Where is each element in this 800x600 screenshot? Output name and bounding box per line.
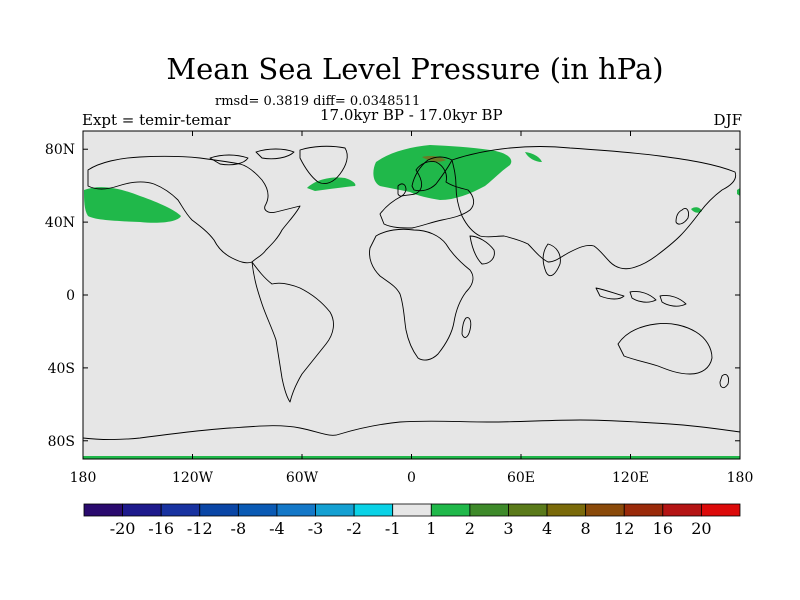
colorbar-label: 1 bbox=[426, 519, 436, 538]
coastline-indonesia bbox=[595, 287, 687, 307]
coastline-asia bbox=[451, 146, 737, 270]
lon-tick-label: 0 bbox=[407, 470, 416, 486]
colorbar-swatch bbox=[237, 503, 278, 517]
coastline-south-america bbox=[251, 261, 334, 403]
colorbar-label: 3 bbox=[503, 519, 513, 538]
colorbar-swatch bbox=[160, 503, 201, 517]
colorbar-swatch bbox=[315, 503, 355, 517]
anomaly-layer bbox=[83, 145, 740, 459]
lon-tick-label: 60E bbox=[507, 470, 535, 486]
lon-tick-label: 60W bbox=[286, 470, 319, 486]
colorbar-swatch bbox=[122, 503, 162, 517]
anomaly-north-atlantic-europe bbox=[307, 145, 542, 200]
season-label: DJF bbox=[713, 111, 742, 129]
lat-tick-label: 80N bbox=[45, 142, 75, 158]
coastline-greenland bbox=[299, 145, 348, 185]
colorbar-swatch bbox=[662, 503, 702, 517]
colorbar-label: 4 bbox=[542, 519, 552, 538]
lon-tick-label: 120E bbox=[612, 470, 649, 486]
lat-tick-label: 80S bbox=[48, 434, 75, 450]
coastline-australia bbox=[617, 323, 713, 375]
colorbar-label: -2 bbox=[346, 519, 362, 538]
colorbar-label: -1 bbox=[385, 519, 401, 538]
lon-tick-label: 120W bbox=[172, 470, 214, 486]
colorbar-swatch bbox=[701, 503, 741, 517]
colorbar-swatch bbox=[353, 503, 394, 517]
lon-tick-label: 180 bbox=[727, 470, 754, 486]
colorbar-label: -3 bbox=[308, 519, 324, 538]
colorbar: -20 -16 -12 -8 -4 -3 -2 -1 1 2 3 4 8 12 16 20 bbox=[83, 503, 741, 538]
coastline-japan bbox=[675, 207, 689, 225]
colorbar-label: 2 bbox=[465, 519, 475, 538]
colorbar-label: -4 bbox=[269, 519, 285, 538]
coastline-africa bbox=[369, 228, 474, 361]
coastline-europe bbox=[379, 161, 475, 229]
coastline-canadian-islands bbox=[209, 148, 295, 166]
coastline-arabia bbox=[469, 235, 495, 265]
colorbar-label: 16 bbox=[653, 519, 673, 538]
coastline-antarctica bbox=[82, 419, 741, 440]
colorbar-swatch bbox=[585, 503, 625, 517]
colorbar-label: 20 bbox=[691, 519, 711, 538]
colorbar-swatch bbox=[469, 503, 509, 517]
lat-tick-label: 40N bbox=[45, 215, 75, 231]
coastline-india bbox=[542, 243, 561, 277]
lon-tick-label: 180 bbox=[70, 470, 97, 486]
colorbar-swatch bbox=[430, 503, 471, 517]
coastline-madagascar bbox=[461, 317, 472, 338]
lat-tick-label: 0 bbox=[66, 288, 75, 304]
coastlines bbox=[82, 145, 741, 440]
colorbar-swatch bbox=[508, 503, 548, 517]
experiment-label: Expt = temir-temar bbox=[82, 111, 231, 129]
colorbar-swatch bbox=[276, 503, 316, 517]
anomaly-east-asia-spot bbox=[691, 188, 740, 213]
colorbar-label: -16 bbox=[148, 519, 174, 538]
latitude-axis: 80N 40N 0 40S 80S bbox=[45, 142, 740, 450]
colorbar-label: -8 bbox=[231, 519, 247, 538]
colorbar-label: 8 bbox=[581, 519, 591, 538]
lat-tick-label: 40S bbox=[48, 361, 75, 377]
colorbar-label: -20 bbox=[110, 519, 136, 538]
colorbar-swatch bbox=[392, 503, 432, 517]
colorbar-swatch bbox=[623, 503, 664, 517]
colorbar-swatch bbox=[199, 503, 239, 517]
coastline-new-zealand bbox=[719, 373, 729, 389]
rmsd-diff-stats: rmsd= 0.3819 diff= 0.0348511 bbox=[215, 94, 421, 109]
longitude-axis: 180 120W 60W 0 60E 120E 180 bbox=[70, 131, 754, 486]
coastline-british-isles bbox=[397, 183, 407, 197]
colorbar-label: -12 bbox=[187, 519, 213, 538]
colorbar-swatch bbox=[83, 503, 123, 517]
map-title: Mean Sea Level Pressure (in hPa) bbox=[166, 52, 664, 86]
colorbar-label: 12 bbox=[614, 519, 634, 538]
anomaly-north-pacific bbox=[84, 187, 181, 223]
colorbar-swatch bbox=[546, 503, 587, 517]
period-subtitle: 17.0kyr BP - 17.0kyr BP bbox=[320, 106, 503, 124]
